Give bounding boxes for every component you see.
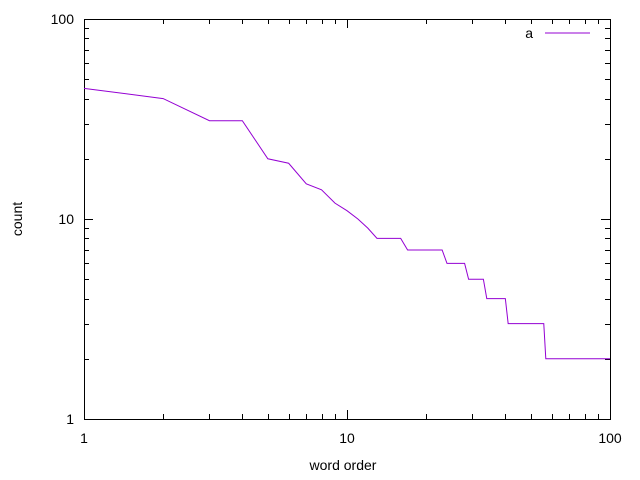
legend: a	[525, 25, 590, 41]
x-tick-label: 100	[598, 430, 622, 446]
legend-label: a	[525, 25, 533, 41]
y-axis-label: count	[9, 202, 25, 236]
y-tick-label: 1	[66, 411, 74, 427]
x-tick-label: 10	[339, 430, 355, 446]
y-tick-label: 100	[51, 11, 75, 27]
plot-frame	[84, 19, 611, 420]
series-layer	[83, 87, 610, 360]
y-tick-label: 10	[58, 211, 74, 227]
plot-area	[84, 19, 611, 420]
x-tick-label: 1	[80, 430, 88, 446]
tick-labels: 1 10 100 1 10 100	[51, 11, 622, 446]
ticks	[84, 19, 611, 420]
x-axis-label: word order	[309, 457, 377, 473]
series-line	[83, 87, 610, 360]
